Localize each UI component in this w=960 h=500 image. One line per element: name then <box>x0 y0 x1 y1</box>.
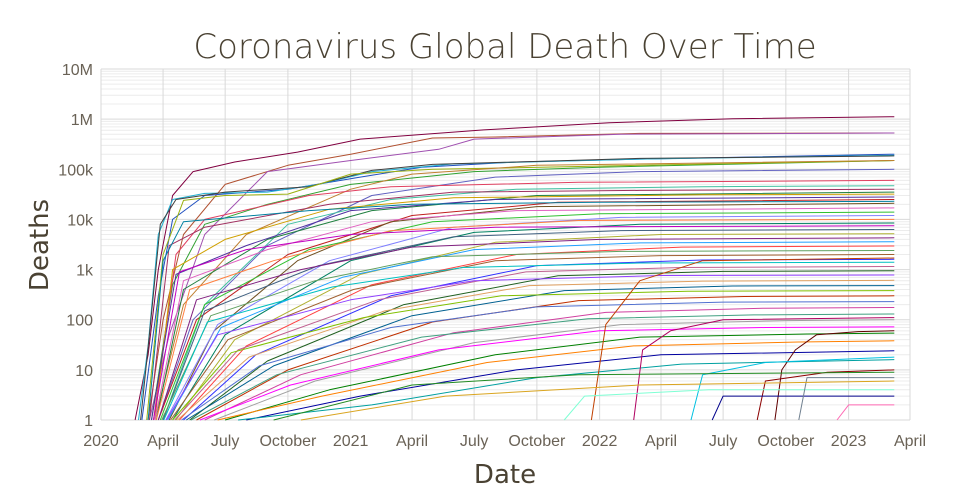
x-tick-label: April <box>645 433 677 450</box>
x-tick-label: 2020 <box>83 433 119 450</box>
x-tick-label: July <box>460 433 488 450</box>
series-line <box>756 369 895 421</box>
series-line <box>163 261 895 421</box>
series-line <box>153 179 895 421</box>
x-tick-label: October <box>259 433 317 450</box>
x-tick-label: 2023 <box>831 433 867 450</box>
series-line <box>165 215 895 421</box>
series-line <box>154 193 895 421</box>
y-tick-label: 10M <box>62 62 93 79</box>
series-line <box>155 218 895 421</box>
y-tick-label: 100k <box>58 162 94 179</box>
series-lines <box>134 116 895 421</box>
chart-title: Coronavirus Global Death Over Time <box>193 27 816 67</box>
series-line <box>154 160 895 421</box>
x-tick-label: July <box>709 433 737 450</box>
x-tick-label: April <box>396 433 428 450</box>
y-tick-label: 1 <box>84 413 93 430</box>
x-tick-label: October <box>757 433 815 450</box>
series-line <box>204 307 895 421</box>
x-tick-label: April <box>894 433 926 450</box>
series-line <box>172 222 895 421</box>
series-line <box>157 237 895 421</box>
series-line <box>147 200 895 421</box>
series-line <box>590 257 895 421</box>
series-line <box>155 191 895 421</box>
x-tick-label: July <box>211 433 239 450</box>
x-tick-label: October <box>508 433 566 450</box>
series-line <box>633 317 895 421</box>
series-line <box>214 319 895 421</box>
series-line <box>146 160 895 421</box>
series-line <box>151 196 895 421</box>
series-line <box>199 326 895 421</box>
series-line <box>148 188 895 421</box>
series-line <box>246 350 895 421</box>
series-line <box>186 285 895 421</box>
series-line <box>154 207 895 421</box>
series-line <box>157 168 895 421</box>
series-line <box>153 225 895 421</box>
series-line <box>774 330 895 421</box>
series-line <box>179 245 895 421</box>
series-line <box>690 356 895 421</box>
series-line <box>177 279 895 421</box>
y-tick-label: 10 <box>75 363 93 380</box>
series-line <box>190 313 895 421</box>
y-tick-label: 1k <box>76 263 94 280</box>
y-tick-label: 10k <box>67 212 94 229</box>
series-line <box>563 389 895 421</box>
x-tick-label: April <box>147 433 179 450</box>
y-axis-ticks: 1 10 100 1k 10k 100k 1M 10M <box>58 62 94 430</box>
series-line <box>151 160 895 421</box>
series-line <box>300 380 895 421</box>
x-axis-title: Date <box>474 460 536 490</box>
series-line <box>181 301 895 421</box>
series-line <box>166 274 895 421</box>
series-line <box>189 270 895 421</box>
y-tick-label: 1M <box>71 112 93 129</box>
series-line <box>711 395 895 421</box>
series-line <box>217 340 895 421</box>
series-line <box>157 199 895 421</box>
y-tick-label: 100 <box>66 313 93 330</box>
series-line <box>836 404 895 421</box>
series-line <box>162 229 895 421</box>
x-tick-label: 2021 <box>333 433 369 450</box>
series-line <box>273 371 895 421</box>
x-tick-label: 2022 <box>582 433 618 450</box>
series-line <box>170 254 895 421</box>
x-axis-ticks: 2020 April July October 2021 April July October… <box>83 433 926 450</box>
y-axis-title: Deaths <box>25 199 55 291</box>
series-line <box>172 290 895 421</box>
series-line <box>134 116 895 421</box>
series-line <box>798 377 895 421</box>
series-line <box>140 155 895 421</box>
series-line <box>224 332 895 421</box>
series-line <box>174 266 895 421</box>
series-line <box>175 233 895 421</box>
